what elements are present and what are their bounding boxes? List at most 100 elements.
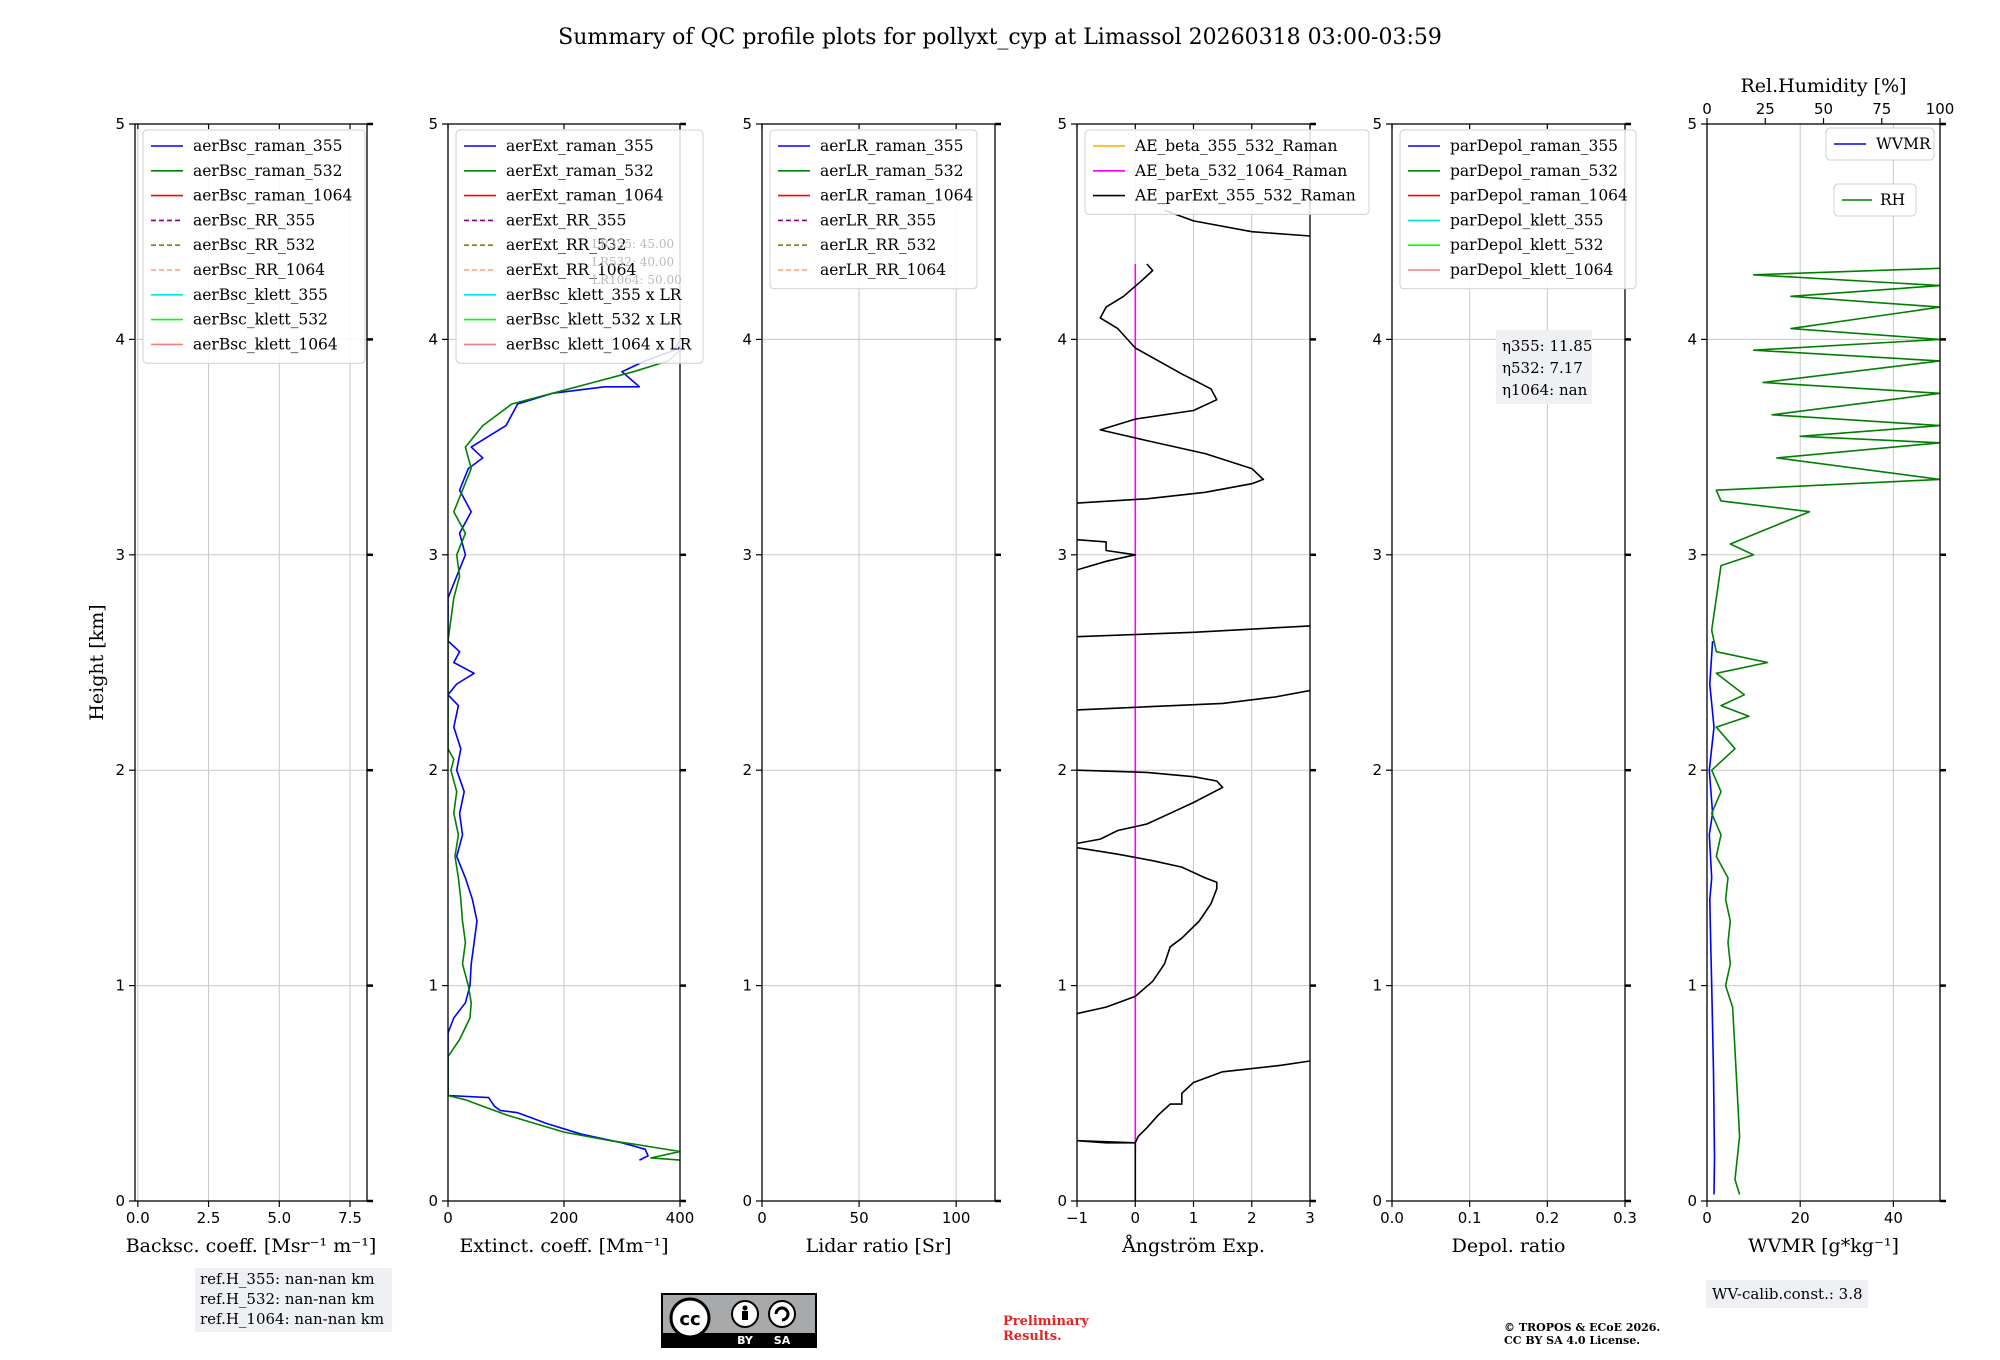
legend-entry: parDepol_raman_1064: [1450, 187, 1628, 205]
legend-entry: parDepol_raman_532: [1450, 162, 1618, 180]
y-tick-label: 1: [1687, 977, 1697, 995]
axes-frame: [1706, 123, 1941, 1202]
legend-entry: aerBsc_klett_1064: [193, 335, 338, 353]
legend-frame: [769, 129, 978, 290]
x-axis-label: Lidar ratio [Sr]: [806, 1235, 952, 1257]
legend-entry: parDepol_raman_355: [1450, 137, 1618, 155]
y-tick-label: 3: [428, 546, 438, 564]
x-axis-label: Backsc. coeff. [Msr⁻¹ m⁻¹]: [126, 1235, 377, 1257]
legend-entry: aerLR_RR_532: [820, 236, 936, 254]
legend-frame: [142, 129, 366, 364]
y-tick-label: 2: [115, 761, 125, 779]
legend: aerExt_raman_355 aerExt_raman_532 aerExt_r…: [455, 129, 704, 364]
top-x-tick-label: 50: [1814, 100, 1833, 118]
cc-icon: [669, 1297, 711, 1339]
y-tick-label: 0: [1372, 1192, 1382, 1210]
series-line-AE_parExt_355_532_Raman_f: [1077, 538, 1137, 571]
legend-entry: aerExt_RR_1064: [506, 261, 637, 279]
legend-entry: aerBsc_RR_355: [193, 211, 315, 229]
y-tick-label: 0: [1687, 1192, 1697, 1210]
legend-entry: aerBsc_raman_532: [193, 162, 343, 180]
series-line-AE_parExt_355_532_Raman_b: [1077, 846, 1218, 1015]
svg-text:cc: cc: [679, 1309, 700, 1330]
x-tick-label: 2: [1247, 1209, 1257, 1227]
y-tick-label: 4: [1057, 330, 1067, 348]
legend-entry: aerBsc_RR_532: [193, 236, 315, 254]
ref-height-355: ref.H_355: nan-nan km: [200, 1270, 375, 1288]
lidar-ratio-note: LR355: 45.00: [592, 237, 674, 251]
panel-3: 0 50 100 0 1 2 3 4 5 Lidar ratio [Sr] aerLR_raman_…: [742, 115, 1001, 1257]
copyright-line2: CC BY SA 4.0 License.: [1504, 1334, 1640, 1347]
x-tick-label: 20: [1791, 1209, 1810, 1227]
series-line-AE_parExt_355_532_Raman_e: [1077, 625, 1310, 638]
series-group: [1708, 267, 1940, 1195]
x-tick-label: 0: [1702, 1209, 1712, 1227]
wv-calib-bg: [1706, 1280, 1868, 1308]
lidar-ratio-note: LR532: 40.00: [592, 255, 674, 269]
legend-frame: [455, 129, 704, 364]
wv-calib-box: WV-calib.const.: 3.8: [1706, 1280, 1868, 1308]
top-x-tick-label: 25: [1756, 100, 1775, 118]
x-tick-label: 0.1: [1458, 1209, 1482, 1227]
x-tick-label: 400: [666, 1209, 695, 1227]
y-axis-label: Height [km]: [86, 604, 108, 720]
svg-text:SA: SA: [774, 1334, 791, 1347]
legend: AE_beta_355_532_Raman AE_beta_532_1064_Ra…: [1084, 129, 1370, 215]
series-line-AE_parExt_355_532_Raman: [1077, 1060, 1310, 1201]
y-tick-label: 4: [1687, 330, 1697, 348]
eta-value: η355: 11.85: [1502, 337, 1592, 355]
y-tick-label: 5: [115, 115, 125, 133]
x-tick-label: 0.2: [1535, 1209, 1559, 1227]
x-tick-label: 3: [1305, 1209, 1315, 1227]
preliminary-label-line1: Preliminary: [1003, 1314, 1089, 1329]
preliminary-label-line2: Results.: [1003, 1329, 1062, 1344]
legend-entry: aerLR_RR_1064: [820, 261, 946, 279]
legend-entry: AE_parExt_355_532_Raman: [1134, 187, 1356, 205]
wv-calib-label: WV-calib.const.: 3.8: [1712, 1285, 1863, 1303]
legend-entry: aerBsc_klett_532: [193, 311, 328, 329]
y-tick-label: 5: [742, 115, 752, 133]
panel-1: 0.0 2.5 5.0 7.5 0 1 2 3 4 5 Backsc. coeff. [Msr⁻¹ …: [86, 115, 376, 1257]
series-line-RH: [1710, 267, 1940, 1195]
legend-entry: aerLR_raman_355: [820, 137, 963, 155]
y-tick-label: 3: [742, 546, 752, 564]
y-tick-label: 5: [428, 115, 438, 133]
series-line-AE_parExt_355_532_Raman_c: [1077, 769, 1224, 845]
y-tick-label: 4: [115, 330, 125, 348]
legend-entry: aerBsc_klett_355: [193, 286, 328, 304]
x-tick-label: 200: [550, 1209, 579, 1227]
legend-entry: WVMR: [1876, 135, 1932, 153]
x-tick-label: 1: [1189, 1209, 1199, 1227]
legend-entry: parDepol_klett_532: [1450, 236, 1603, 254]
series-line-AE_parExt_355_532_Raman_g: [1077, 263, 1265, 504]
top-x-tick-label: 0: [1702, 100, 1712, 118]
x-tick-label: −1: [1066, 1209, 1088, 1227]
y-tick-label: 2: [742, 761, 752, 779]
legend-entry: aerBsc_klett_1064 x LR: [506, 335, 693, 353]
y-tick-label: 3: [1057, 546, 1067, 564]
y-tick-label: 5: [1687, 115, 1697, 133]
x-tick-label: 0.3: [1613, 1209, 1637, 1227]
x-tick-label: 0: [757, 1209, 767, 1227]
y-tick-label: 0: [1057, 1192, 1067, 1210]
panel-2: 0 200 400 0 1 2 3 4 5 Extinct. coeff. [Mm⁻¹] aerEx…: [428, 115, 704, 1257]
y-tick-label: 2: [1687, 761, 1697, 779]
legend-frame: [1084, 129, 1370, 215]
legend-frame: [1825, 127, 1935, 161]
legend-entry: aerExt_RR_532: [506, 236, 627, 254]
ref-height-532: ref.H_532: nan-nan km: [200, 1290, 375, 1308]
legend-entry: aerLR_RR_355: [820, 211, 936, 229]
eta-box-bg: [1496, 330, 1592, 404]
y-tick-label: 5: [1057, 115, 1067, 133]
y-tick-label: 2: [428, 761, 438, 779]
eta-value: η532: 7.17: [1502, 359, 1583, 377]
legend-entry: aerBsc_raman_1064: [193, 187, 353, 205]
y-tick-label: 2: [1057, 761, 1067, 779]
legend-entry: aerExt_RR_355: [506, 211, 627, 229]
legend-entry: RH: [1880, 191, 1905, 209]
legend-entry: AE_beta_532_1064_Raman: [1134, 162, 1347, 180]
y-tick-label: 1: [428, 977, 438, 995]
legend-entry: parDepol_klett_1064: [1450, 261, 1613, 279]
legend-entry: aerExt_raman_532: [506, 162, 654, 180]
